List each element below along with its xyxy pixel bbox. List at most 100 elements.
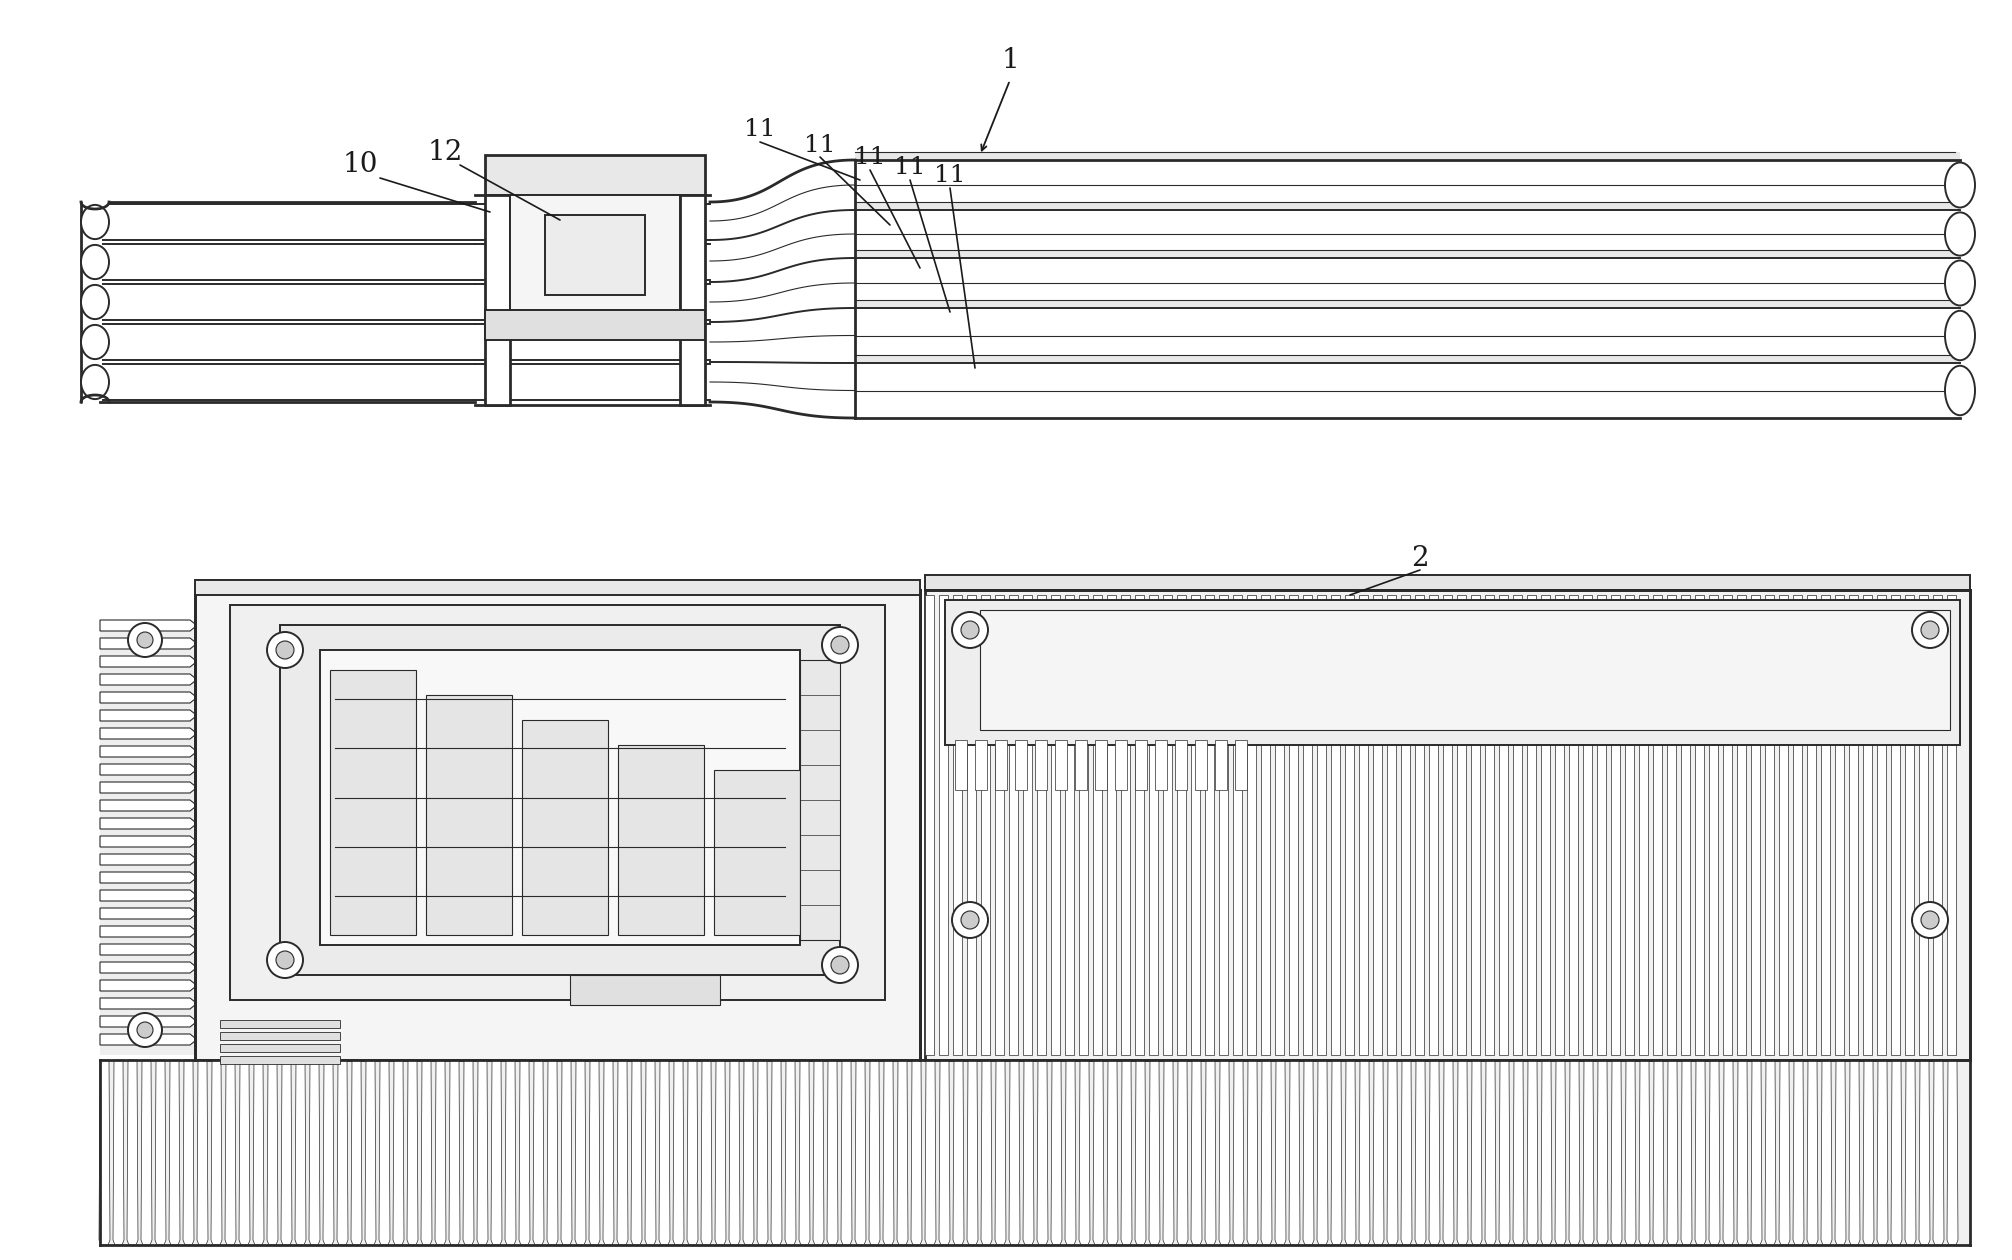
Polygon shape [101, 961, 195, 973]
Polygon shape [101, 926, 195, 937]
Polygon shape [101, 835, 195, 847]
Polygon shape [1640, 595, 1648, 1055]
Text: 1: 1 [1002, 47, 1018, 73]
Polygon shape [1400, 595, 1410, 1055]
Polygon shape [940, 1060, 950, 1245]
Polygon shape [1074, 740, 1086, 790]
Polygon shape [101, 854, 195, 866]
Polygon shape [561, 1060, 571, 1245]
Polygon shape [714, 770, 801, 935]
Circle shape [823, 627, 857, 663]
Polygon shape [672, 1060, 684, 1245]
Polygon shape [1765, 595, 1775, 1055]
Circle shape [1921, 621, 1940, 639]
Polygon shape [101, 944, 195, 955]
Polygon shape [101, 908, 195, 919]
Polygon shape [1318, 595, 1326, 1055]
Polygon shape [1555, 1060, 1565, 1245]
Polygon shape [521, 719, 608, 935]
Polygon shape [686, 1060, 698, 1245]
Polygon shape [1233, 1060, 1243, 1245]
Polygon shape [1849, 1060, 1859, 1245]
Polygon shape [1135, 740, 1147, 790]
Polygon shape [1541, 595, 1549, 1055]
Polygon shape [1318, 1060, 1328, 1245]
Text: 10: 10 [342, 151, 378, 179]
Polygon shape [1400, 1060, 1412, 1245]
Polygon shape [855, 152, 1960, 160]
Polygon shape [855, 1060, 865, 1245]
Polygon shape [280, 625, 839, 975]
Polygon shape [954, 595, 962, 1055]
Text: 11: 11 [893, 156, 926, 179]
Polygon shape [477, 1060, 489, 1245]
Ellipse shape [1946, 311, 1976, 360]
Polygon shape [976, 740, 988, 790]
Polygon shape [1332, 1060, 1342, 1245]
Polygon shape [1219, 595, 1227, 1055]
Polygon shape [1626, 595, 1634, 1055]
Text: 11: 11 [805, 134, 835, 156]
Polygon shape [700, 1060, 712, 1245]
Polygon shape [1863, 595, 1871, 1055]
Text: 11: 11 [934, 165, 966, 188]
Circle shape [276, 951, 294, 969]
Polygon shape [996, 740, 1006, 790]
Polygon shape [1821, 595, 1831, 1055]
Polygon shape [101, 764, 195, 775]
Polygon shape [1163, 595, 1173, 1055]
Polygon shape [632, 1060, 642, 1245]
Polygon shape [714, 1060, 726, 1245]
Polygon shape [1891, 595, 1899, 1055]
Ellipse shape [80, 285, 109, 319]
Ellipse shape [80, 325, 109, 359]
Polygon shape [996, 1060, 1006, 1245]
Polygon shape [1290, 595, 1298, 1055]
Polygon shape [296, 1060, 306, 1245]
Polygon shape [1765, 1060, 1777, 1245]
Polygon shape [101, 692, 195, 703]
Polygon shape [1386, 1060, 1398, 1245]
Polygon shape [646, 1060, 656, 1245]
Polygon shape [710, 155, 885, 423]
Polygon shape [268, 1060, 278, 1245]
Polygon shape [1050, 1060, 1062, 1245]
Polygon shape [350, 1060, 362, 1245]
Polygon shape [1205, 595, 1213, 1055]
Polygon shape [1034, 740, 1046, 790]
Polygon shape [101, 872, 195, 883]
Polygon shape [1934, 1060, 1944, 1245]
Polygon shape [1175, 740, 1187, 790]
Polygon shape [1598, 595, 1606, 1055]
Polygon shape [219, 1045, 340, 1052]
Polygon shape [1078, 595, 1088, 1055]
Polygon shape [101, 620, 195, 1055]
Polygon shape [99, 1060, 111, 1245]
Polygon shape [926, 1060, 936, 1245]
Polygon shape [1793, 595, 1803, 1055]
Polygon shape [926, 590, 1970, 1060]
Polygon shape [1835, 595, 1845, 1055]
Polygon shape [1583, 595, 1591, 1055]
Polygon shape [1499, 595, 1509, 1055]
Polygon shape [1050, 595, 1060, 1055]
Polygon shape [968, 1060, 978, 1245]
Polygon shape [1008, 1060, 1020, 1245]
Polygon shape [101, 782, 195, 793]
Polygon shape [785, 1060, 797, 1245]
Polygon shape [1429, 595, 1439, 1055]
Polygon shape [1668, 595, 1676, 1055]
Polygon shape [1054, 740, 1066, 790]
Polygon shape [1750, 1060, 1763, 1245]
Polygon shape [1694, 1060, 1706, 1245]
Polygon shape [101, 1060, 1970, 1245]
Polygon shape [219, 1021, 340, 1028]
Polygon shape [946, 600, 1960, 745]
Polygon shape [463, 1060, 475, 1245]
Circle shape [137, 633, 153, 648]
Polygon shape [1527, 1060, 1537, 1245]
Ellipse shape [1946, 213, 1976, 256]
Polygon shape [1107, 1060, 1119, 1245]
Polygon shape [485, 310, 704, 340]
Polygon shape [1708, 595, 1718, 1055]
